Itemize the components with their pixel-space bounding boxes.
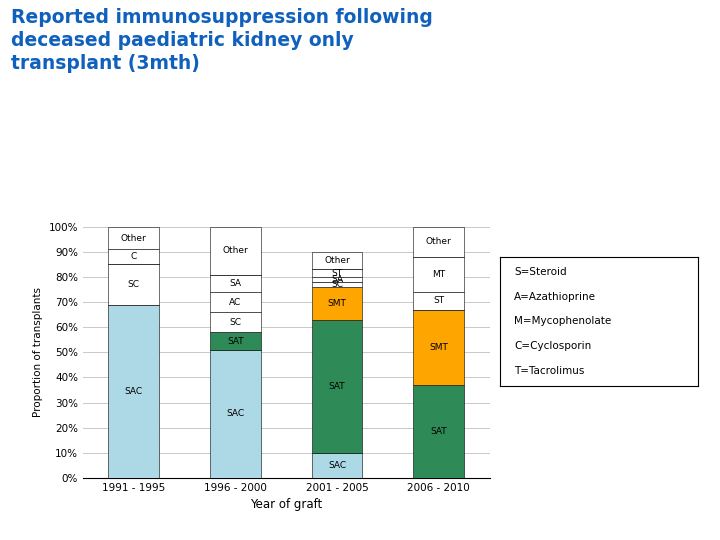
Text: Other: Other [324, 256, 350, 265]
Bar [413, 227, 464, 257]
Text: SAT: SAT [227, 336, 243, 346]
X-axis label: Year of graft: Year of graft [250, 498, 323, 511]
Text: SAC: SAC [226, 409, 244, 418]
Bar [413, 257, 464, 292]
Bar [108, 249, 159, 265]
Text: S=Steroid: S=Steroid [514, 267, 567, 277]
Bar [210, 274, 261, 292]
Text: T=Tacrolimus: T=Tacrolimus [514, 366, 585, 375]
Bar [210, 332, 261, 350]
Text: AC: AC [229, 298, 241, 307]
Bar [210, 292, 261, 312]
Bar [312, 453, 362, 478]
Text: SC: SC [230, 318, 241, 327]
Text: ST: ST [331, 269, 343, 278]
Text: M=Mycophenolate: M=Mycophenolate [514, 316, 611, 326]
Bar [210, 350, 261, 478]
Bar [312, 277, 362, 282]
Bar [312, 252, 362, 269]
Bar [413, 309, 464, 385]
Text: C=Cyclosporin: C=Cyclosporin [514, 341, 592, 351]
Text: SC: SC [127, 280, 140, 289]
Text: SAT: SAT [431, 427, 447, 436]
Text: SA: SA [230, 279, 241, 288]
Text: ST: ST [433, 296, 444, 306]
Bar [413, 292, 464, 309]
Bar [108, 227, 159, 249]
Text: SC: SC [331, 280, 343, 289]
Bar [312, 287, 362, 320]
Text: SAC: SAC [328, 461, 346, 470]
Text: SAC: SAC [125, 387, 143, 396]
Bar [312, 320, 362, 453]
Text: Other: Other [121, 234, 147, 242]
Bar [312, 269, 362, 277]
Text: Reported immunosuppression following
deceased paediatric kidney only
transplant : Reported immunosuppression following dec… [11, 8, 433, 72]
Bar [108, 305, 159, 478]
Text: SMT: SMT [328, 299, 346, 308]
Text: C: C [130, 252, 137, 261]
Y-axis label: Proportion of transplants: Proportion of transplants [33, 287, 43, 417]
Bar [108, 265, 159, 305]
Bar [210, 227, 261, 274]
Bar [312, 282, 362, 287]
Text: A=Azathioprine: A=Azathioprine [514, 292, 596, 302]
Bar [210, 312, 261, 332]
Text: MT: MT [432, 270, 445, 279]
Text: SAT: SAT [329, 382, 346, 391]
Text: SA: SA [331, 275, 343, 284]
Bar [413, 385, 464, 478]
Text: SMT: SMT [429, 343, 448, 352]
Text: Other: Other [426, 238, 451, 246]
Text: Other: Other [222, 246, 248, 255]
